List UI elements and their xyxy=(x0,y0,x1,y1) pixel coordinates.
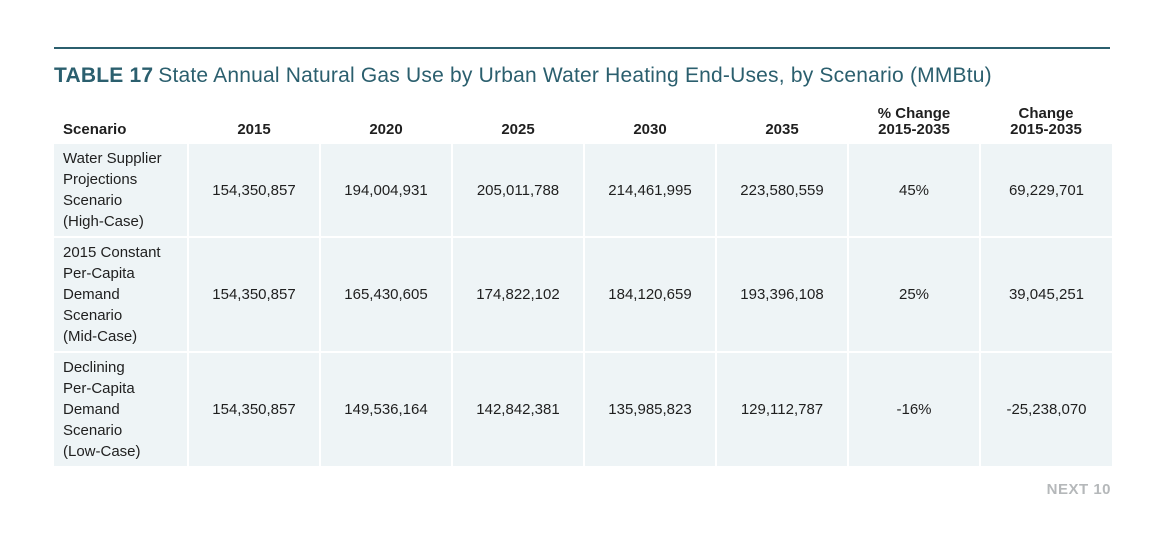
value-change: 69,229,701 xyxy=(979,144,1112,236)
header-line: 2015 xyxy=(237,121,271,138)
scenario-line: Projections xyxy=(63,171,138,188)
table-title: TABLE 17 State Annual Natural Gas Use by … xyxy=(54,62,1124,90)
value-2015: 154,350,857 xyxy=(187,144,320,236)
value-2020: 149,536,164 xyxy=(319,353,452,466)
value-change: -25,238,070 xyxy=(979,353,1112,466)
scenario-line: Per-Capita xyxy=(63,265,135,282)
scenario-line: Scenario xyxy=(63,307,123,324)
header-line: 2025 xyxy=(501,121,535,138)
value-percent-change: -16% xyxy=(847,353,980,466)
scenario-cell: Declining Per-Capita Demand Scenario (Lo… xyxy=(54,353,188,466)
scenario-line: Demand xyxy=(63,401,120,418)
header-line: 2030 xyxy=(633,121,667,138)
scenario-line: Scenario xyxy=(63,422,123,439)
header-scenario: Scenario xyxy=(54,100,188,144)
scenario-cell: Water Supplier Projections Scenario (Hig… xyxy=(54,144,188,236)
header-line: 2015-2035 xyxy=(878,121,950,138)
value-2025: 205,011,788 xyxy=(451,144,584,236)
data-table: Scenario 2015 2020 2025 2030 2035 % Chan… xyxy=(54,100,1112,466)
header-line: Scenario xyxy=(63,121,127,138)
header-line: % Change xyxy=(877,105,951,122)
scenario-cell: 2015 Constant Per-Capita Demand Scenario… xyxy=(54,238,188,351)
value-2035: 223,580,559 xyxy=(715,144,848,236)
table-row: Declining Per-Capita Demand Scenario (Lo… xyxy=(54,353,1112,466)
header-2030: 2030 xyxy=(584,100,716,144)
value-2020: 194,004,931 xyxy=(319,144,452,236)
header-percent-change: % Change 2015-2035 xyxy=(848,100,980,144)
value-percent-change: 45% xyxy=(847,144,980,236)
row-divider xyxy=(54,236,1112,238)
value-2030: 135,985,823 xyxy=(583,353,716,466)
table-number: TABLE 17 xyxy=(54,64,154,87)
value-2035: 129,112,787 xyxy=(715,353,848,466)
header-line: Change xyxy=(1018,105,1074,122)
scenario-line: Declining xyxy=(63,359,125,376)
scenario-line: Scenario xyxy=(63,192,123,209)
header-2020: 2020 xyxy=(320,100,452,144)
value-percent-change: 25% xyxy=(847,238,980,351)
scenario-line: Water Supplier xyxy=(63,150,162,167)
scenario-line: Demand xyxy=(63,286,120,303)
title-rule xyxy=(54,47,1110,49)
row-divider xyxy=(54,351,1112,353)
header-line: 2020 xyxy=(369,121,403,138)
scenario-line: (High-Case) xyxy=(63,213,144,230)
header-row: Scenario 2015 2020 2025 2030 2035 % Chan… xyxy=(54,100,1112,144)
header-2025: 2025 xyxy=(452,100,584,144)
table-caption: State Annual Natural Gas Use by Urban Wa… xyxy=(158,64,992,87)
value-2025: 142,842,381 xyxy=(451,353,584,466)
value-2030: 214,461,995 xyxy=(583,144,716,236)
scenario-line: 2015 Constant xyxy=(63,244,161,261)
value-2025: 174,822,102 xyxy=(451,238,584,351)
value-2030: 184,120,659 xyxy=(583,238,716,351)
header-2035: 2035 xyxy=(716,100,848,144)
value-2035: 193,396,108 xyxy=(715,238,848,351)
scenario-line: (Low-Case) xyxy=(63,443,141,460)
scenario-line: (Mid-Case) xyxy=(63,328,138,345)
table-row: 2015 Constant Per-Capita Demand Scenario… xyxy=(54,238,1112,351)
value-2015: 154,350,857 xyxy=(187,238,320,351)
value-change: 39,045,251 xyxy=(979,238,1112,351)
header-2015: 2015 xyxy=(188,100,320,144)
value-2020: 165,430,605 xyxy=(319,238,452,351)
header-change: Change 2015-2035 xyxy=(980,100,1112,144)
header-line: 2035 xyxy=(765,121,799,138)
header-line: 2015-2035 xyxy=(1010,121,1082,138)
value-2015: 154,350,857 xyxy=(187,353,320,466)
scenario-line: Per-Capita xyxy=(63,380,135,397)
table-row: Water Supplier Projections Scenario (Hig… xyxy=(54,144,1112,236)
publisher-footer: NEXT 10 xyxy=(1046,481,1111,498)
